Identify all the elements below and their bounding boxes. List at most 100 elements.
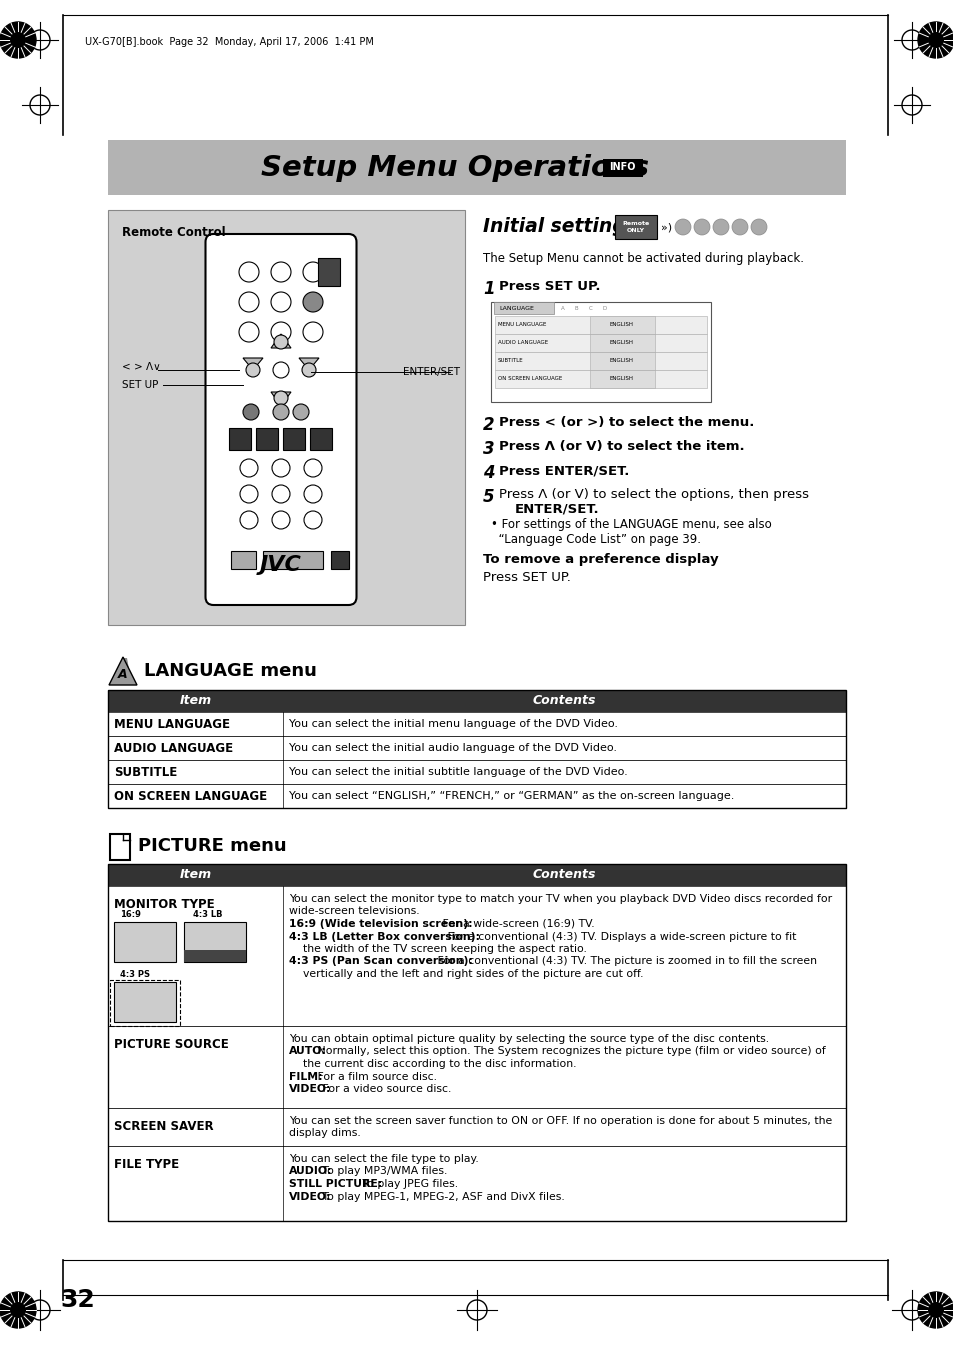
Bar	[108, 1146, 845, 1221]
Circle shape	[731, 219, 747, 235]
Text: A: A	[118, 669, 128, 681]
Circle shape	[712, 219, 728, 235]
Text: Item: Item	[179, 694, 212, 708]
Bar	[108, 784, 845, 808]
Bar	[589, 370, 655, 388]
Bar	[317, 258, 339, 286]
Text: 4: 4	[482, 463, 494, 482]
Text: D: D	[602, 305, 607, 311]
Text: Initial settings: Initial settings	[482, 216, 636, 235]
Circle shape	[0, 1292, 36, 1328]
Text: display dims.: display dims.	[289, 1128, 360, 1139]
Bar	[495, 316, 706, 334]
Text: • For settings of the LANGUAGE menu, see also: • For settings of the LANGUAGE menu, see…	[491, 517, 771, 531]
Text: AUDIO LANGUAGE: AUDIO LANGUAGE	[497, 340, 548, 346]
Circle shape	[0, 22, 36, 58]
Circle shape	[239, 292, 258, 312]
Text: ENTER/SET: ENTER/SET	[402, 367, 459, 377]
Bar	[108, 690, 845, 712]
Bar	[331, 551, 349, 569]
Text: 32: 32	[60, 1288, 94, 1312]
Text: /\: /\	[118, 666, 128, 680]
Circle shape	[240, 511, 257, 530]
Bar	[108, 761, 845, 784]
Text: B: B	[575, 305, 578, 311]
Text: AUDIO:: AUDIO:	[289, 1166, 333, 1177]
Bar	[113, 921, 175, 962]
Polygon shape	[271, 392, 291, 407]
Bar	[602, 158, 642, 177]
Circle shape	[304, 459, 322, 477]
Text: INFO: INFO	[609, 162, 636, 173]
Circle shape	[240, 485, 257, 503]
Text: You can select the initial audio language of the DVD Video.: You can select the initial audio languag…	[289, 743, 617, 753]
Circle shape	[304, 485, 322, 503]
Bar	[589, 353, 655, 370]
Circle shape	[675, 219, 690, 235]
Bar	[491, 303, 710, 403]
Text: 4:3 PS: 4:3 PS	[120, 970, 150, 979]
Text: For a conventional (4:3) TV. The picture is zoomed in to fill the screen: For a conventional (4:3) TV. The picture…	[434, 957, 816, 966]
Bar	[495, 370, 706, 388]
Circle shape	[240, 459, 257, 477]
Text: Remote
ONLY: Remote ONLY	[621, 222, 649, 232]
Polygon shape	[271, 334, 291, 349]
Text: 16:9 (Wide television screen):: 16:9 (Wide television screen):	[289, 919, 472, 929]
Bar	[108, 209, 464, 626]
Circle shape	[246, 363, 260, 377]
Text: VIDEO:: VIDEO:	[289, 1192, 331, 1201]
Text: Contents: Contents	[532, 869, 596, 881]
Circle shape	[10, 1302, 26, 1319]
Text: To play MPEG-1, MPEG-2, ASF and DivX files.: To play MPEG-1, MPEG-2, ASF and DivX fil…	[318, 1192, 564, 1201]
Circle shape	[302, 363, 315, 377]
Bar	[494, 303, 554, 313]
Bar	[184, 921, 246, 962]
Text: LANGUAGE: LANGUAGE	[498, 305, 534, 311]
Text: You can obtain optimal picture quality by selecting the source type of the disc : You can obtain optimal picture quality b…	[289, 1034, 768, 1044]
Text: Press Λ (or V) to select the item.: Press Λ (or V) to select the item.	[498, 440, 744, 453]
Circle shape	[303, 292, 323, 312]
Circle shape	[271, 322, 291, 342]
Text: the width of the TV screen keeping the aspect ratio.: the width of the TV screen keeping the a…	[289, 944, 586, 954]
Text: Setup Menu Operations: Setup Menu Operations	[260, 154, 648, 181]
Polygon shape	[243, 358, 263, 370]
Text: 4:3 LB: 4:3 LB	[193, 911, 222, 919]
Text: Press SET UP.: Press SET UP.	[482, 571, 570, 584]
Text: You can set the screen saver function to ON or OFF. If no operation is done for : You can set the screen saver function to…	[289, 1116, 831, 1125]
Circle shape	[304, 511, 322, 530]
Circle shape	[272, 511, 290, 530]
Circle shape	[273, 362, 289, 378]
Text: For a wide-screen (16:9) TV.: For a wide-screen (16:9) TV.	[438, 919, 594, 929]
Bar	[231, 551, 255, 569]
Bar	[229, 428, 251, 450]
Bar	[108, 141, 845, 195]
Text: To play MP3/WMA files.: To play MP3/WMA files.	[318, 1166, 447, 1177]
Text: LANGUAGE menu: LANGUAGE menu	[144, 662, 316, 680]
Text: »): »)	[660, 223, 672, 232]
Text: SUBTITLE: SUBTITLE	[113, 766, 177, 778]
Bar	[108, 1025, 845, 1108]
Text: 4:3 PS (Pan Scan conversion):: 4:3 PS (Pan Scan conversion):	[289, 957, 473, 966]
Circle shape	[927, 1302, 943, 1319]
Text: vertically and the left and right sides of the picture are cut off.: vertically and the left and right sides …	[289, 969, 643, 979]
Text: Press SET UP.: Press SET UP.	[498, 280, 599, 293]
Circle shape	[927, 32, 943, 49]
Text: Item: Item	[179, 869, 212, 881]
Bar	[108, 690, 845, 808]
Bar	[283, 428, 305, 450]
Text: ON SCREEN LANGUAGE: ON SCREEN LANGUAGE	[497, 377, 561, 381]
Circle shape	[274, 335, 288, 349]
Text: ENGLISH: ENGLISH	[609, 358, 634, 363]
Circle shape	[693, 219, 709, 235]
Bar	[495, 353, 706, 370]
Text: 3: 3	[482, 440, 494, 458]
Text: SCREEN SAVER: SCREEN SAVER	[113, 1120, 213, 1133]
Text: For a film source disc.: For a film source disc.	[314, 1071, 436, 1082]
Text: 4:3 LB (Letter Box conversion):: 4:3 LB (Letter Box conversion):	[289, 931, 479, 942]
Text: FILM:: FILM:	[289, 1071, 322, 1082]
Text: SUBTITLE: SUBTITLE	[497, 358, 523, 363]
Text: You can select the monitor type to match your TV when you playback DVD Video dis: You can select the monitor type to match…	[289, 894, 831, 904]
Polygon shape	[298, 358, 318, 370]
Text: ENGLISH: ENGLISH	[609, 323, 634, 327]
Text: You can select the file type to play.: You can select the file type to play.	[289, 1154, 478, 1165]
